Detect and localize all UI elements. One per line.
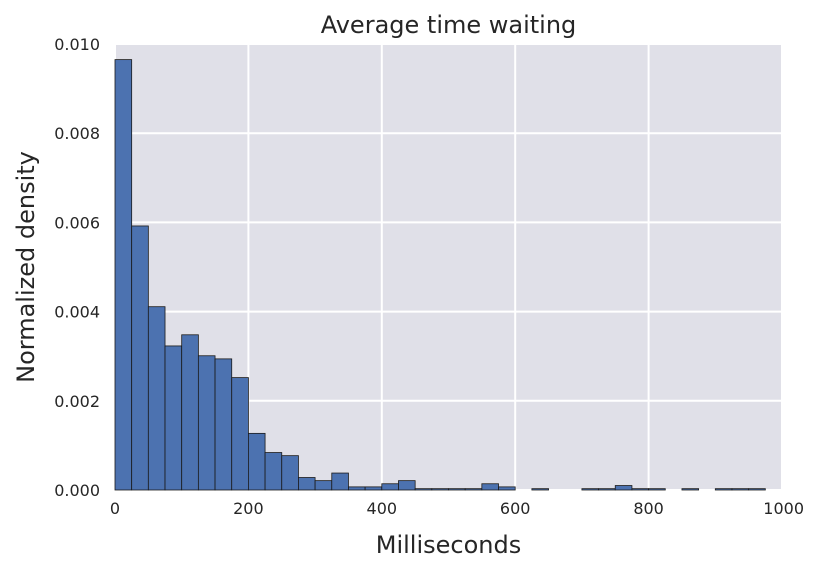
x-tick-label-2: 400 (367, 499, 398, 518)
histogram-bars (114, 59, 766, 491)
histogram-bar-36 (714, 488, 733, 491)
x-axis-label: Milliseconds (376, 531, 521, 559)
histogram-bar-8 (247, 432, 266, 491)
histogram-bar-21 (464, 488, 483, 491)
y-axis-label: Normalized density (12, 151, 40, 383)
histogram-bar-0 (114, 59, 133, 491)
histogram-bar-2 (147, 306, 166, 491)
histogram-bar-15 (364, 486, 383, 491)
histogram-bar-3 (164, 345, 183, 491)
histogram-bar-12 (314, 480, 333, 491)
x-tick-label-1: 200 (233, 499, 264, 518)
histogram-bar-25 (531, 488, 549, 491)
histogram-bar-13 (331, 472, 349, 491)
histogram-bar-5 (197, 355, 216, 491)
y-tick-label-5: 0.010 (54, 35, 100, 54)
histogram-bar-1 (131, 225, 149, 491)
histogram-bar-10 (281, 455, 299, 491)
histogram-bar-9 (264, 452, 283, 491)
chart-title: Average time waiting (321, 11, 577, 39)
histogram-bar-11 (298, 477, 316, 491)
histogram-bar-14 (348, 486, 366, 491)
histogram-bar-32 (648, 488, 666, 491)
histogram-bar-37 (731, 488, 750, 491)
histogram-bar-18 (414, 488, 433, 491)
histogram-bar-29 (598, 488, 616, 491)
histogram-bar-16 (381, 483, 399, 491)
y-tick-label-0: 0.000 (54, 481, 100, 500)
x-tick-label-5: 1000 (763, 499, 804, 518)
histogram-bar-17 (398, 480, 416, 491)
histogram-bar-22 (481, 483, 499, 491)
histogram-bar-20 (448, 488, 466, 491)
y-tick-label-2: 0.004 (54, 303, 100, 322)
y-tick-label-3: 0.006 (54, 213, 100, 232)
histogram-bar-28 (581, 488, 599, 491)
y-tick-label-4: 0.008 (54, 124, 100, 143)
histogram-bar-19 (431, 488, 449, 491)
histogram-bar-34 (681, 488, 700, 491)
histogram-bar-7 (231, 377, 249, 491)
x-tick-label-0: 0 (110, 499, 120, 518)
histogram-bar-23 (498, 486, 516, 491)
x-tick-label-4: 800 (633, 499, 664, 518)
y-tick-label-1: 0.002 (54, 392, 100, 411)
histogram-bar-31 (631, 488, 649, 491)
histogram-bar-30 (614, 485, 633, 491)
histogram-bar-4 (181, 334, 199, 491)
x-tick-label-3: 600 (500, 499, 531, 518)
histogram-bar-38 (748, 488, 766, 491)
x-tick-labels: 0 200 400 600 800 1000 (110, 499, 804, 518)
y-tick-labels: 0.000 0.002 0.004 0.006 0.008 0.010 (54, 35, 100, 500)
histogram-bar-6 (214, 358, 233, 491)
